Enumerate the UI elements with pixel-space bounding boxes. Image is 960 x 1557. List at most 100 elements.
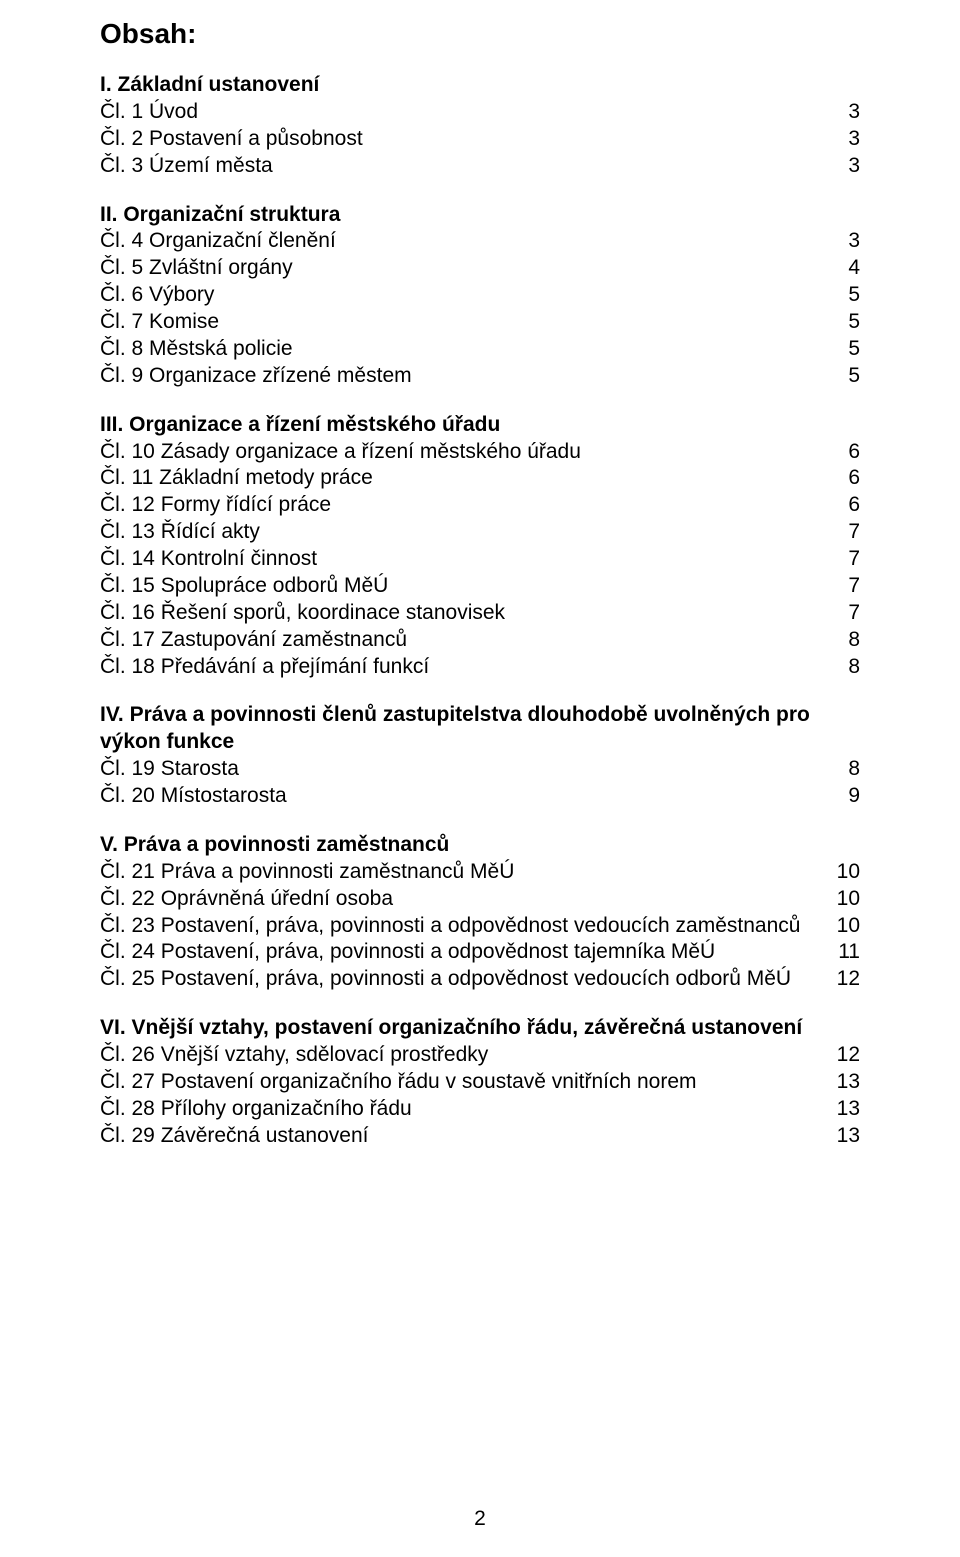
- footer-page-number: 2: [0, 1507, 960, 1531]
- toc-label: Čl. 10 Zásady organizace a řízení městsk…: [100, 439, 581, 466]
- toc-label: Čl. 6 Výbory: [100, 282, 214, 309]
- toc-label: Čl. 2 Postavení a působnost: [100, 126, 363, 153]
- toc-row: Čl. 27 Postavení organizačního řádu v so…: [100, 1069, 860, 1096]
- toc-page: 10: [817, 859, 860, 886]
- toc-row: Čl. 17 Zastupování zaměstnanců 8: [100, 627, 860, 654]
- toc-row: Čl. 13 Řídící akty 7: [100, 519, 860, 546]
- toc-row: Čl. 28 Přílohy organizačního řádu 13: [100, 1096, 860, 1123]
- toc-page: 7: [828, 600, 860, 627]
- toc-row: Čl. 19 Starosta 8: [100, 756, 860, 783]
- toc-label: Čl. 12 Formy řídící práce: [100, 492, 331, 519]
- toc-row: Čl. 29 Závěrečná ustanovení 13: [100, 1123, 860, 1150]
- toc-label: Čl. 17 Zastupování zaměstnanců: [100, 627, 407, 654]
- toc-row: Čl. 14 Kontrolní činnost 7: [100, 546, 860, 573]
- toc-label: Čl. 29 Závěrečná ustanovení: [100, 1123, 369, 1150]
- toc-page: 6: [828, 465, 860, 492]
- toc-page: 7: [828, 546, 860, 573]
- toc-label: Čl. 7 Komise: [100, 309, 219, 336]
- toc-page: 3: [828, 126, 860, 153]
- toc-label: Čl. 11 Základní metody práce: [100, 465, 373, 492]
- toc-row: Čl. 25 Postavení, práva, povinnosti a od…: [100, 966, 860, 993]
- toc-label: Čl. 19 Starosta: [100, 756, 239, 783]
- toc-page: 3: [828, 153, 860, 180]
- section-heading: IV. Práva a povinnosti členů zastupitels…: [100, 702, 860, 756]
- toc-row: Čl. 26 Vnější vztahy, sdělovací prostřed…: [100, 1042, 860, 1069]
- section-heading: II. Organizační struktura: [100, 202, 860, 229]
- toc-label: Čl. 26 Vnější vztahy, sdělovací prostřed…: [100, 1042, 488, 1069]
- toc-page: 5: [828, 336, 860, 363]
- toc-row: Čl. 12 Formy řídící práce 6: [100, 492, 860, 519]
- toc-label: Čl. 15 Spolupráce odborů MěÚ: [100, 573, 388, 600]
- toc-page: 13: [817, 1069, 860, 1096]
- toc-page: 3: [828, 99, 860, 126]
- toc-page: 7: [828, 519, 860, 546]
- toc-page: 8: [828, 654, 860, 681]
- toc-row: Čl. 15 Spolupráce odborů MěÚ 7: [100, 573, 860, 600]
- toc-page: 8: [828, 756, 860, 783]
- toc-label: Čl. 21 Práva a povinnosti zaměstnanců Mě…: [100, 859, 514, 886]
- toc-row: Čl. 2 Postavení a působnost 3: [100, 126, 860, 153]
- toc-label: Čl. 9 Organizace zřízené městem: [100, 363, 412, 390]
- toc-page: 13: [817, 1096, 860, 1123]
- toc-row: Čl. 1 Úvod 3: [100, 99, 860, 126]
- toc-label: Čl. 1 Úvod: [100, 99, 198, 126]
- toc-label: Čl. 4 Organizační členění: [100, 228, 336, 255]
- toc-label: Čl. 28 Přílohy organizačního řádu: [100, 1096, 412, 1123]
- toc-page: 12: [817, 966, 860, 993]
- toc-row: Čl. 22 Oprávněná úřední osoba 10: [100, 886, 860, 913]
- toc-row: Čl. 20 Místostarosta 9: [100, 783, 860, 810]
- toc-page: 10: [817, 913, 860, 940]
- page-title: Obsah:: [100, 18, 860, 50]
- toc-page: 10: [817, 886, 860, 913]
- toc-page: 9: [828, 783, 860, 810]
- toc-label: Čl. 27 Postavení organizačního řádu v so…: [100, 1069, 697, 1096]
- toc-row: Čl. 24 Postavení, práva, povinnosti a od…: [100, 939, 860, 966]
- toc-row: Čl. 9 Organizace zřízené městem 5: [100, 363, 860, 390]
- toc-row: Čl. 21 Práva a povinnosti zaměstnanců Mě…: [100, 859, 860, 886]
- toc-label: Čl. 20 Místostarosta: [100, 783, 287, 810]
- toc-page: 12: [817, 1042, 860, 1069]
- toc-label: Čl. 14 Kontrolní činnost: [100, 546, 317, 573]
- toc-section: I. Základní ustanovení Čl. 1 Úvod 3 Čl. …: [100, 72, 860, 180]
- toc-row: Čl. 8 Městská policie 5: [100, 336, 860, 363]
- toc-page: 6: [828, 439, 860, 466]
- toc-page: 11: [818, 939, 860, 966]
- toc-page: 4: [828, 255, 860, 282]
- toc-row: Čl. 16 Řešení sporů, koordinace stanovis…: [100, 600, 860, 627]
- toc-label: Čl. 5 Zvláštní orgány: [100, 255, 293, 282]
- toc-label: Čl. 25 Postavení, práva, povinnosti a od…: [100, 966, 791, 993]
- toc-page: 3: [828, 228, 860, 255]
- toc-label: Čl. 24 Postavení, práva, povinnosti a od…: [100, 939, 715, 966]
- toc-row: Čl. 5 Zvláštní orgány 4: [100, 255, 860, 282]
- page: Obsah: I. Základní ustanovení Čl. 1 Úvod…: [0, 0, 960, 1557]
- section-heading: VI. Vnější vztahy, postavení organizační…: [100, 1015, 860, 1042]
- toc-page: 5: [828, 309, 860, 336]
- toc-page: 13: [817, 1123, 860, 1150]
- toc-row: Čl. 18 Předávání a přejímání funkcí 8: [100, 654, 860, 681]
- toc-page: 8: [828, 627, 860, 654]
- toc-label: Čl. 18 Předávání a přejímání funkcí: [100, 654, 429, 681]
- toc-label: Čl. 16 Řešení sporů, koordinace stanovis…: [100, 600, 505, 627]
- toc-row: Čl. 11 Základní metody práce 6: [100, 465, 860, 492]
- toc-page: 5: [828, 282, 860, 309]
- toc-label: Čl. 3 Území města: [100, 153, 273, 180]
- toc-section: V. Práva a povinnosti zaměstnanců Čl. 21…: [100, 832, 860, 993]
- section-heading: I. Základní ustanovení: [100, 72, 860, 99]
- toc-section: IV. Práva a povinnosti členů zastupitels…: [100, 702, 860, 810]
- toc-row: Čl. 6 Výbory 5: [100, 282, 860, 309]
- toc-row: Čl. 10 Zásady organizace a řízení městsk…: [100, 439, 860, 466]
- toc-label: Čl. 22 Oprávněná úřední osoba: [100, 886, 393, 913]
- toc-page: 7: [828, 573, 860, 600]
- toc-label: Čl. 8 Městská policie: [100, 336, 293, 363]
- toc-row: Čl. 23 Postavení, práva, povinnosti a od…: [100, 913, 860, 940]
- toc-row: Čl. 7 Komise 5: [100, 309, 860, 336]
- toc-label: Čl. 23 Postavení, práva, povinnosti a od…: [100, 913, 800, 940]
- section-heading: III. Organizace a řízení městského úřadu: [100, 412, 860, 439]
- toc-label: Čl. 13 Řídící akty: [100, 519, 260, 546]
- section-heading: V. Práva a povinnosti zaměstnanců: [100, 832, 860, 859]
- toc-page: 6: [828, 492, 860, 519]
- toc-row: Čl. 3 Území města 3: [100, 153, 860, 180]
- toc-section: II. Organizační struktura Čl. 4 Organiza…: [100, 202, 860, 390]
- toc-page: 5: [828, 363, 860, 390]
- toc-section: III. Organizace a řízení městského úřadu…: [100, 412, 860, 681]
